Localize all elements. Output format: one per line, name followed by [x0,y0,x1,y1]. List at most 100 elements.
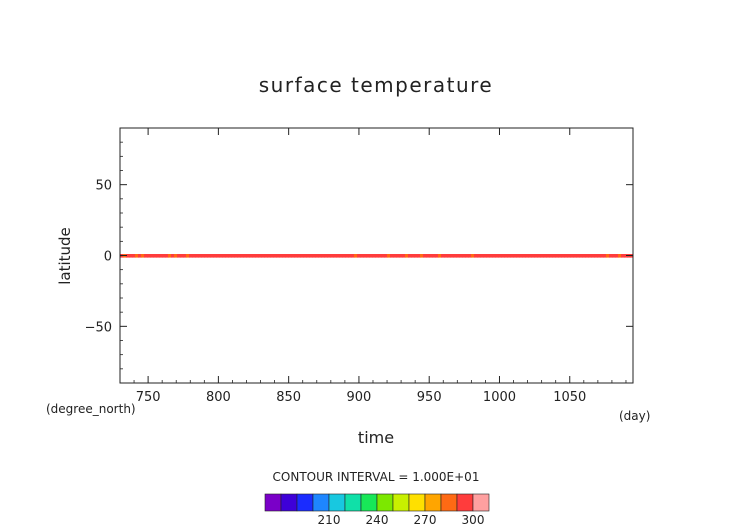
colorbar-swatch [312,493,330,512]
field-cell [225,254,229,258]
field-cell [126,254,130,258]
field-cell [291,254,295,258]
x-tick-label: 1000 [483,390,516,405]
field-cell [216,254,220,258]
field-cell [150,254,154,258]
field-cell [540,254,544,258]
field-cell [435,254,439,258]
field-cell [507,254,511,258]
field-cell [285,254,289,258]
field-cell [609,254,613,258]
x-axis-label: time [358,428,394,447]
y-tick-label: 50 [95,179,112,194]
field-cell [414,254,418,258]
field-cell [396,254,400,258]
field-cell [363,254,367,258]
field-cell [192,254,196,258]
field-cell [561,254,565,258]
field-cell [615,254,619,258]
field-cell [390,254,394,258]
field-cell [480,254,484,258]
field-cell [459,254,463,258]
field-cell [474,254,478,258]
field-cell [471,254,475,258]
field-cell [378,254,382,258]
field-cell [153,254,157,258]
field-cell [552,254,556,258]
colorbar-swatch [264,493,282,512]
field-cell [501,254,505,258]
y-tick-label: −50 [85,320,112,335]
field-cell [330,254,334,258]
field-cell [504,254,508,258]
field-cell [444,254,448,258]
field-cell [618,254,622,258]
colorbar-swatch [440,493,458,512]
field-cell [348,254,352,258]
field-cell [372,254,376,258]
field-cell [219,254,223,258]
colorbar-tick-label: 270 [414,513,437,527]
field-cell [408,254,412,258]
field-cell [255,254,259,258]
colorbar-swatch [472,493,490,512]
field-cell [366,254,370,258]
colorbar-tick-label: 240 [366,513,389,527]
field-cell [183,254,187,258]
field-cell [516,254,520,258]
field-cell [261,254,265,258]
x-tick-label: 1050 [553,390,586,405]
field-cell [432,254,436,258]
field-cell [234,254,238,258]
field-cell [537,254,541,258]
field-cell [594,254,598,258]
field-cell [168,254,172,258]
field-cell [252,254,256,258]
y-axis-unit: (degree_north) [46,402,136,416]
y-axis: 50 0 −50 [85,141,633,370]
field-cell [321,254,325,258]
field-cell [534,254,538,258]
field-cell [288,254,292,258]
x-tick-label: 900 [347,390,372,405]
field-cell [273,254,277,258]
field-cell [309,254,313,258]
field-cell [240,254,244,258]
field-cell [147,254,151,258]
field-cell [468,254,472,258]
colorbar-tick-label: 210 [318,513,341,527]
field-cell [237,254,241,258]
field-cell [135,254,139,258]
field-cell [336,254,340,258]
field-cell [612,254,616,258]
field-cell [258,254,262,258]
colorbar-swatch [408,493,426,512]
temperature-field [120,254,633,258]
x-tick-label: 950 [417,390,442,405]
field-cell [174,254,178,258]
field-cell [294,254,298,258]
field-cell [399,254,403,258]
field-cell [360,254,364,258]
colorbar-swatch [376,493,394,512]
field-cell [159,254,163,258]
field-cell [570,254,574,258]
field-cell [522,254,526,258]
field-cell [342,254,346,258]
field-cell [375,254,379,258]
field-cell [576,254,580,258]
field-cell [207,254,211,258]
field-cell [456,254,460,258]
field-cell [210,254,214,258]
field-cell [213,254,217,258]
field-cell [276,254,280,258]
field-cell [531,254,535,258]
field-cell [600,254,604,258]
field-cell [222,254,226,258]
field-cell [165,254,169,258]
field-cell [564,254,568,258]
field-cell [483,254,487,258]
colorbar-swatch [344,493,362,512]
field-cell [132,254,136,258]
field-cell [201,254,205,258]
